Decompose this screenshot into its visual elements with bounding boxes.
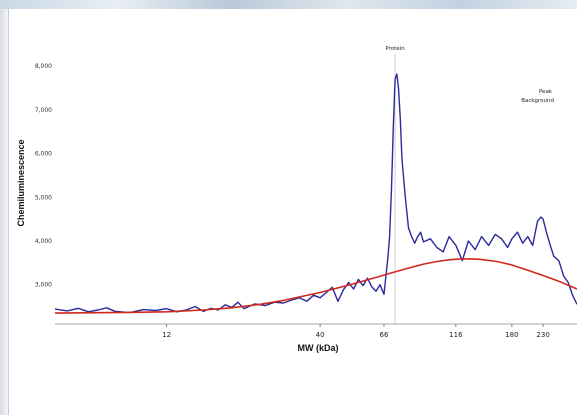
background-fit-line — [54, 258, 577, 314]
x-tick-label: 66 — [379, 331, 388, 339]
x-tick-label: 230 — [536, 331, 549, 339]
y-tick-label: 4,000 — [35, 238, 52, 245]
x-tick-label: 180 — [505, 331, 518, 339]
chart-frame — [9, 9, 577, 415]
x-tick-label: 12 — [162, 331, 171, 339]
x-axis-title: MW (kDa) — [298, 343, 339, 353]
window-left-border — [0, 9, 9, 415]
corner-label-background: Background — [521, 98, 554, 104]
peak-annotation: Protein — [385, 46, 405, 52]
series-group — [54, 73, 577, 314]
corner-label-peak: Peak — [539, 89, 553, 95]
x-tick-label: 116 — [449, 331, 463, 339]
x-tick-label: 40 — [316, 331, 325, 339]
signal-series-line — [54, 73, 577, 314]
window-top-strip — [0, 0, 577, 9]
y-tick-label: 5,000 — [35, 194, 52, 201]
y-tick-label: 7,000 — [35, 107, 52, 114]
x-axis: 12 40 66 116 180 230 — [162, 324, 550, 339]
y-tick-label: 8,000 — [35, 63, 52, 70]
y-axis-title: Chemiluminescence — [16, 139, 26, 226]
y-tick-label: 3,000 — [35, 282, 52, 289]
y-axis: 3,000 4,000 5,000 6,000 7,000 8,000 — [35, 63, 52, 288]
y-tick-label: 6,000 — [35, 151, 52, 158]
